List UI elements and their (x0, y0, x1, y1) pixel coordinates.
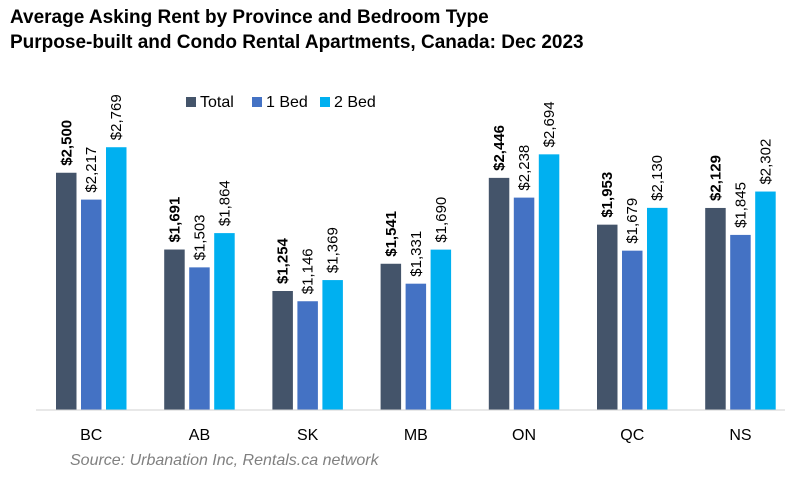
bar-ab-1-bed (189, 267, 210, 410)
legend-label-2-bed: 2 Bed (334, 94, 376, 111)
value-label-bc-total: $2,500 (58, 120, 75, 166)
value-label-on-total: $2,446 (491, 125, 508, 171)
value-label-qc-total: $1,953 (599, 172, 616, 218)
value-label-mb-total: $1,541 (383, 211, 400, 257)
bar-on-total (488, 177, 510, 410)
value-label-on-1-bed: $2,238 (516, 145, 533, 191)
bar-bc-1-bed (81, 199, 102, 410)
value-label-sk-2-bed: $1,369 (325, 227, 342, 273)
value-label-ns-1-bed: $1,845 (732, 182, 749, 228)
legend-swatch-total (186, 97, 196, 107)
value-label-ns-2-bed: $2,302 (757, 139, 774, 185)
category-label-qc: QC (620, 427, 644, 444)
category-label-ab: AB (189, 427, 210, 444)
category-label-ns: NS (729, 427, 751, 444)
bar-bc-total (56, 172, 77, 410)
bar-on-1-bed (513, 197, 535, 410)
bar-ab-total (164, 249, 185, 410)
bar-sk-1-bed (297, 301, 318, 410)
category-label-sk: SK (297, 427, 319, 444)
bar-bc-2-bed (106, 147, 127, 410)
value-label-sk-total: $1,254 (275, 237, 292, 284)
bar-sk-total (272, 290, 293, 410)
bar-mb-1-bed (405, 283, 427, 410)
bar-mb-total (380, 263, 402, 410)
value-label-ab-2-bed: $1,864 (216, 180, 233, 226)
bar-qc-2-bed (647, 207, 668, 410)
bar-ns-total (705, 207, 726, 410)
bar-ns-1-bed (730, 234, 751, 410)
bar-ab-2-bed (214, 233, 235, 410)
chart-title: Average Asking Rent by Province and Bedr… (10, 7, 489, 28)
value-label-bc-1-bed: $2,217 (83, 147, 100, 193)
source-note: Source: Urbanation Inc, Rentals.ca netwo… (70, 452, 379, 469)
value-label-ab-total: $1,691 (166, 197, 183, 243)
legend-swatch-2-bed (320, 97, 330, 107)
legend-label-1-bed: 1 Bed (266, 94, 308, 111)
category-label-on: ON (512, 427, 536, 444)
bar-qc-1-bed (622, 250, 643, 410)
category-label-mb: MB (404, 427, 428, 444)
value-label-ns-total: $2,129 (707, 155, 724, 201)
value-label-mb-1-bed: $1,331 (408, 231, 425, 277)
value-label-ab-1-bed: $1,503 (191, 214, 208, 260)
chart-subtitle: Purpose-built and Condo Rental Apartment… (10, 32, 584, 53)
value-label-sk-1-bed: $1,146 (300, 248, 317, 294)
bar-qc-total (597, 224, 618, 410)
bar-sk-2-bed (322, 280, 343, 410)
bar-mb-2-bed (430, 249, 452, 410)
bar-ns-2-bed (755, 191, 776, 410)
value-label-mb-2-bed: $1,690 (433, 197, 450, 243)
bar-on-2-bed (538, 154, 560, 410)
value-label-bc-2-bed: $2,769 (108, 94, 125, 140)
category-label-bc: BC (80, 427, 102, 444)
value-label-qc-2-bed: $2,130 (649, 155, 666, 201)
legend-label-total: Total (200, 94, 234, 111)
value-label-on-2-bed: $2,694 (541, 101, 558, 147)
legend-swatch-1-bed (252, 97, 262, 107)
value-label-qc-1-bed: $1,679 (624, 198, 641, 244)
